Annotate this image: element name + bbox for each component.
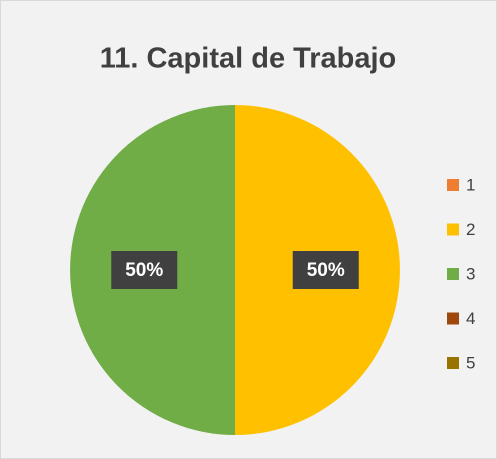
legend-swatch [447, 357, 459, 369]
legend-label: 4 [466, 309, 475, 328]
legend-label: 2 [466, 220, 475, 239]
data-label: 50% [125, 260, 163, 281]
data-label: 50% [307, 260, 345, 281]
legend-swatch [447, 223, 459, 236]
legend-swatch [447, 179, 459, 191]
data-label-box [111, 251, 178, 289]
legend-swatch [447, 312, 459, 325]
legend-label: 3 [466, 264, 475, 283]
legend-swatch [447, 268, 459, 280]
chart-title: 11. Capital de Trabajo [100, 43, 397, 75]
data-label-box [292, 251, 359, 289]
legend-label: 5 [466, 353, 475, 372]
legend-label: 1 [466, 175, 475, 194]
